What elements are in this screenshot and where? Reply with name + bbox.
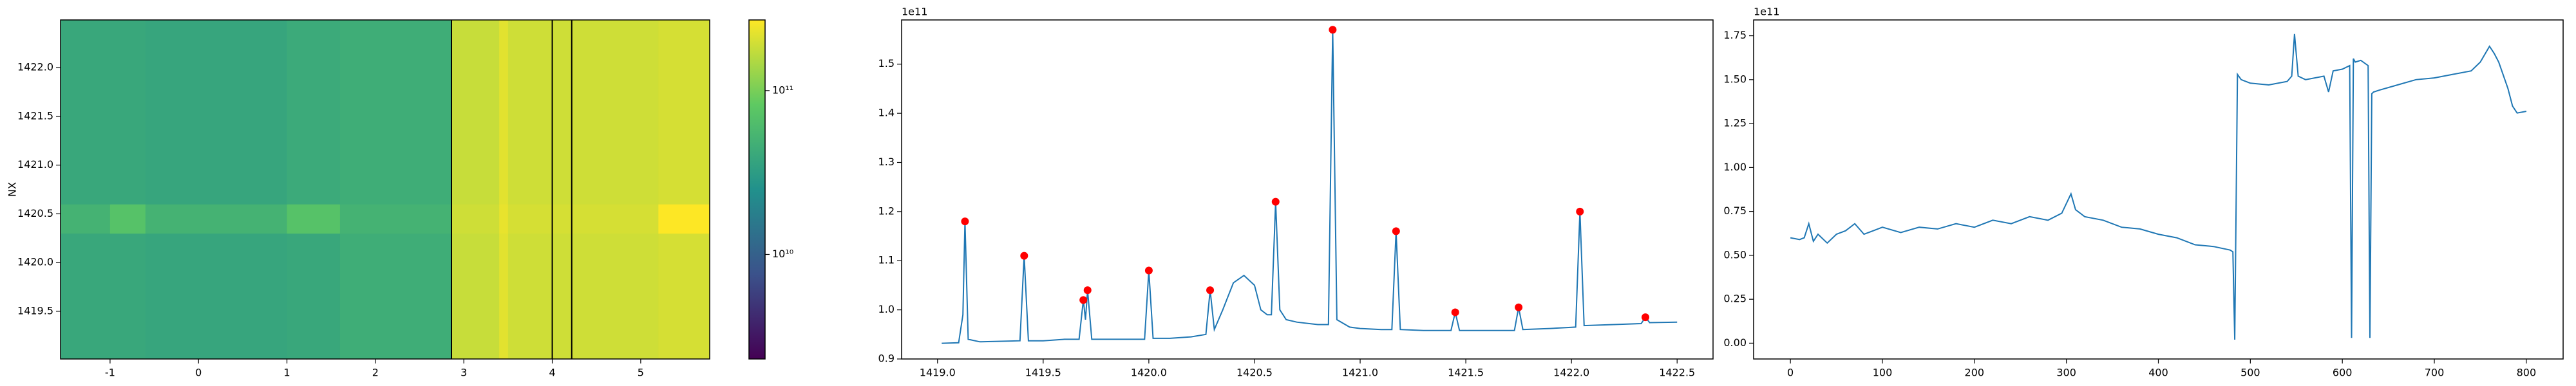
data-line: [942, 30, 1678, 344]
heat-cell: [145, 204, 288, 234]
y-tick-label: 0.9: [878, 353, 895, 365]
heat-cell: [287, 204, 341, 234]
heat-cell: [61, 20, 111, 205]
y-tick-label: 1422.0: [17, 61, 53, 73]
heat-cell: [61, 233, 111, 360]
x-tick-label: 400: [2148, 367, 2168, 379]
peak-marker: [1392, 227, 1400, 235]
plot-frame: [1753, 19, 2564, 360]
colorbar-tick-label: 10¹⁰: [772, 248, 793, 260]
heat-cell: [658, 20, 710, 205]
y-tick-label: 1.5: [878, 57, 895, 69]
x-tick-label: 600: [2333, 367, 2353, 379]
heat-cell: [658, 233, 710, 360]
peak-marker: [1642, 313, 1649, 322]
heat-cell: [109, 204, 146, 234]
heat-cell: [339, 204, 452, 234]
x-tick-label: 4: [549, 367, 555, 379]
peak-marker: [1329, 26, 1337, 34]
heat-cell: [499, 233, 509, 360]
heat-cell: [109, 20, 146, 205]
colorbar-tick-label: 10¹¹: [772, 84, 793, 96]
heat-cell: [507, 233, 659, 360]
heat-cell: [339, 233, 452, 360]
heat-cell: [451, 204, 500, 234]
heat-cell: [499, 20, 509, 205]
heat-cell: [451, 20, 500, 205]
y-tick-label: 1421.0: [17, 158, 53, 170]
y-tick-label: 1421.5: [17, 109, 53, 122]
heat-cell: [451, 233, 500, 360]
colorbar: [749, 20, 765, 359]
y-tick-label: 1.0: [878, 303, 895, 315]
heat-cell: [507, 20, 659, 205]
plot-frame: [901, 19, 1714, 360]
y-tick-label: 1420.0: [17, 256, 53, 268]
heat-cell: [109, 233, 146, 360]
y-tick-label: 0.00: [1723, 336, 1747, 349]
x-tick-label: 700: [2425, 367, 2445, 379]
y-tick-label: 1.25: [1723, 117, 1747, 129]
x-tick-label: 3: [460, 367, 467, 379]
y-tick-label: 1.00: [1723, 161, 1747, 173]
data-line: [1790, 33, 2527, 340]
x-tick-label: 1419.5: [1025, 367, 1061, 379]
heat-cell: [145, 20, 288, 205]
peak-marker: [1020, 252, 1028, 260]
x-tick-label: 500: [2240, 367, 2260, 379]
y-tick-label: 0.25: [1723, 293, 1747, 305]
peak-marker: [1515, 303, 1523, 311]
heat-cell: [287, 233, 341, 360]
peak-marker: [1144, 266, 1153, 275]
heat-cell: [658, 204, 710, 234]
x-tick-label: -1: [105, 367, 115, 379]
x-tick-label: 1419.0: [920, 367, 956, 379]
y-tick-label: 1.3: [878, 156, 895, 168]
x-tick-label: 1422.5: [1659, 367, 1695, 379]
peak-marker: [1206, 286, 1215, 295]
colorbar-frame: [748, 19, 766, 360]
heat-cell: [339, 20, 452, 205]
plot-frame: [60, 19, 710, 360]
x-tick-label: 2: [372, 367, 379, 379]
y-tick-label: 1.1: [878, 254, 895, 266]
heat-cell: [61, 204, 111, 234]
y-tick-label: 1.4: [878, 107, 895, 119]
y-tick-label: 1.2: [878, 205, 895, 217]
heat-cell: [145, 233, 288, 360]
x-tick-label: 0: [1787, 367, 1794, 379]
x-tick-label: 100: [1873, 367, 1893, 379]
x-tick-label: 1420.5: [1236, 367, 1273, 379]
y-tick-label: 1420.5: [17, 207, 53, 219]
peak-marker: [1576, 207, 1584, 216]
y-tick-label: 1419.5: [17, 304, 53, 317]
x-tick-label: 1: [283, 367, 290, 379]
x-tick-label: 1421.5: [1448, 367, 1484, 379]
peak-marker: [1083, 286, 1092, 295]
peak-marker: [961, 217, 969, 226]
y-tick-label: 0.75: [1723, 205, 1747, 217]
y-tick-label: 0.50: [1723, 248, 1747, 261]
x-tick-label: 5: [638, 367, 644, 379]
peak-marker: [1079, 296, 1088, 304]
x-tick-label: 1420.0: [1131, 367, 1167, 379]
y-tick-label: 1.75: [1723, 29, 1747, 41]
offset-label: 1e11: [1754, 6, 1779, 18]
x-tick-label: 1421.0: [1342, 367, 1378, 379]
x-tick-label: 0: [195, 367, 202, 379]
peak-marker: [1451, 308, 1459, 317]
x-tick-label: 200: [1965, 367, 1985, 379]
y-tick-label: 1.50: [1723, 73, 1747, 85]
heat-cell: [507, 204, 659, 234]
x-tick-label: 300: [2056, 367, 2076, 379]
offset-label: 1e11: [902, 6, 927, 18]
heat-cell: [287, 20, 341, 205]
y-axis-label: NX: [6, 182, 19, 197]
peak-marker: [1271, 198, 1280, 206]
x-tick-label: 1422.0: [1553, 367, 1589, 379]
x-tick-label: 800: [2517, 367, 2537, 379]
heat-cell: [499, 204, 509, 234]
